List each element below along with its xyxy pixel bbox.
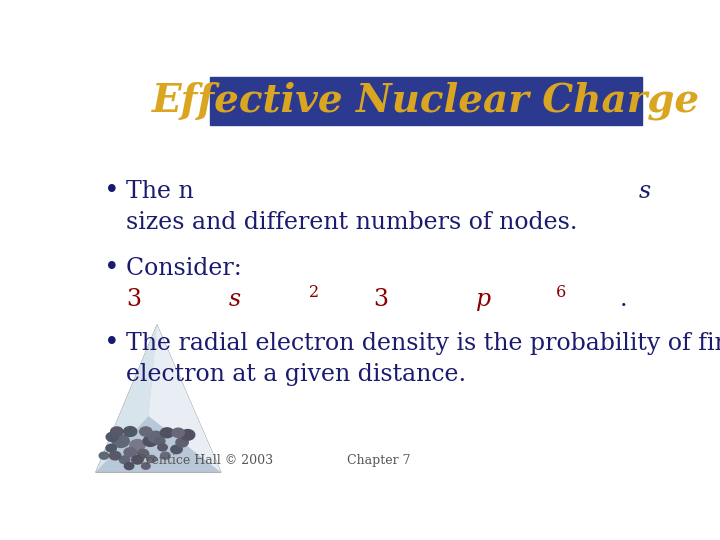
Circle shape <box>147 455 156 463</box>
Circle shape <box>161 428 174 438</box>
Text: 2: 2 <box>309 284 319 301</box>
Polygon shape <box>96 325 221 472</box>
Circle shape <box>155 437 165 445</box>
Circle shape <box>171 445 182 454</box>
Circle shape <box>142 463 150 469</box>
Text: Consider:: Consider: <box>126 257 250 280</box>
Text: p: p <box>476 288 491 311</box>
Text: The radial electron density is the probability of finding an: The radial electron density is the proba… <box>126 332 720 355</box>
Circle shape <box>130 440 145 451</box>
Text: •: • <box>104 255 120 280</box>
Circle shape <box>132 456 143 464</box>
Circle shape <box>111 427 123 436</box>
Text: •: • <box>104 329 120 355</box>
Circle shape <box>106 433 119 442</box>
Text: 3: 3 <box>373 288 388 311</box>
Circle shape <box>140 427 152 436</box>
Circle shape <box>176 438 188 447</box>
Text: The n: The n <box>126 180 194 203</box>
Circle shape <box>124 448 136 457</box>
Text: 6: 6 <box>556 284 566 301</box>
Text: Prentice Hall © 2003: Prentice Hall © 2003 <box>138 454 274 467</box>
Text: orbitals all have the same shape, but have different: orbitals all have the same shape, but ha… <box>719 180 720 203</box>
Circle shape <box>143 436 158 447</box>
Text: s: s <box>229 288 241 311</box>
Text: Effective Nuclear Charge: Effective Nuclear Charge <box>152 82 701 120</box>
Circle shape <box>172 428 184 437</box>
Circle shape <box>120 456 130 464</box>
Text: Chapter 7: Chapter 7 <box>347 454 410 467</box>
Text: 3: 3 <box>126 288 141 311</box>
Circle shape <box>181 429 195 440</box>
Circle shape <box>106 444 117 452</box>
Circle shape <box>158 444 167 451</box>
Circle shape <box>124 427 137 436</box>
FancyBboxPatch shape <box>210 77 642 125</box>
Circle shape <box>148 431 163 443</box>
Text: electron at a given distance.: electron at a given distance. <box>126 363 467 386</box>
Circle shape <box>138 449 149 458</box>
Polygon shape <box>96 325 157 472</box>
Text: s: s <box>639 180 651 203</box>
Circle shape <box>112 435 129 448</box>
Circle shape <box>99 452 109 459</box>
Circle shape <box>109 451 121 460</box>
Circle shape <box>161 452 170 459</box>
Text: .: . <box>620 288 628 311</box>
Text: •: • <box>104 178 120 203</box>
Circle shape <box>125 463 134 470</box>
Text: sizes and different numbers of nodes.: sizes and different numbers of nodes. <box>126 211 577 234</box>
Polygon shape <box>148 325 221 472</box>
